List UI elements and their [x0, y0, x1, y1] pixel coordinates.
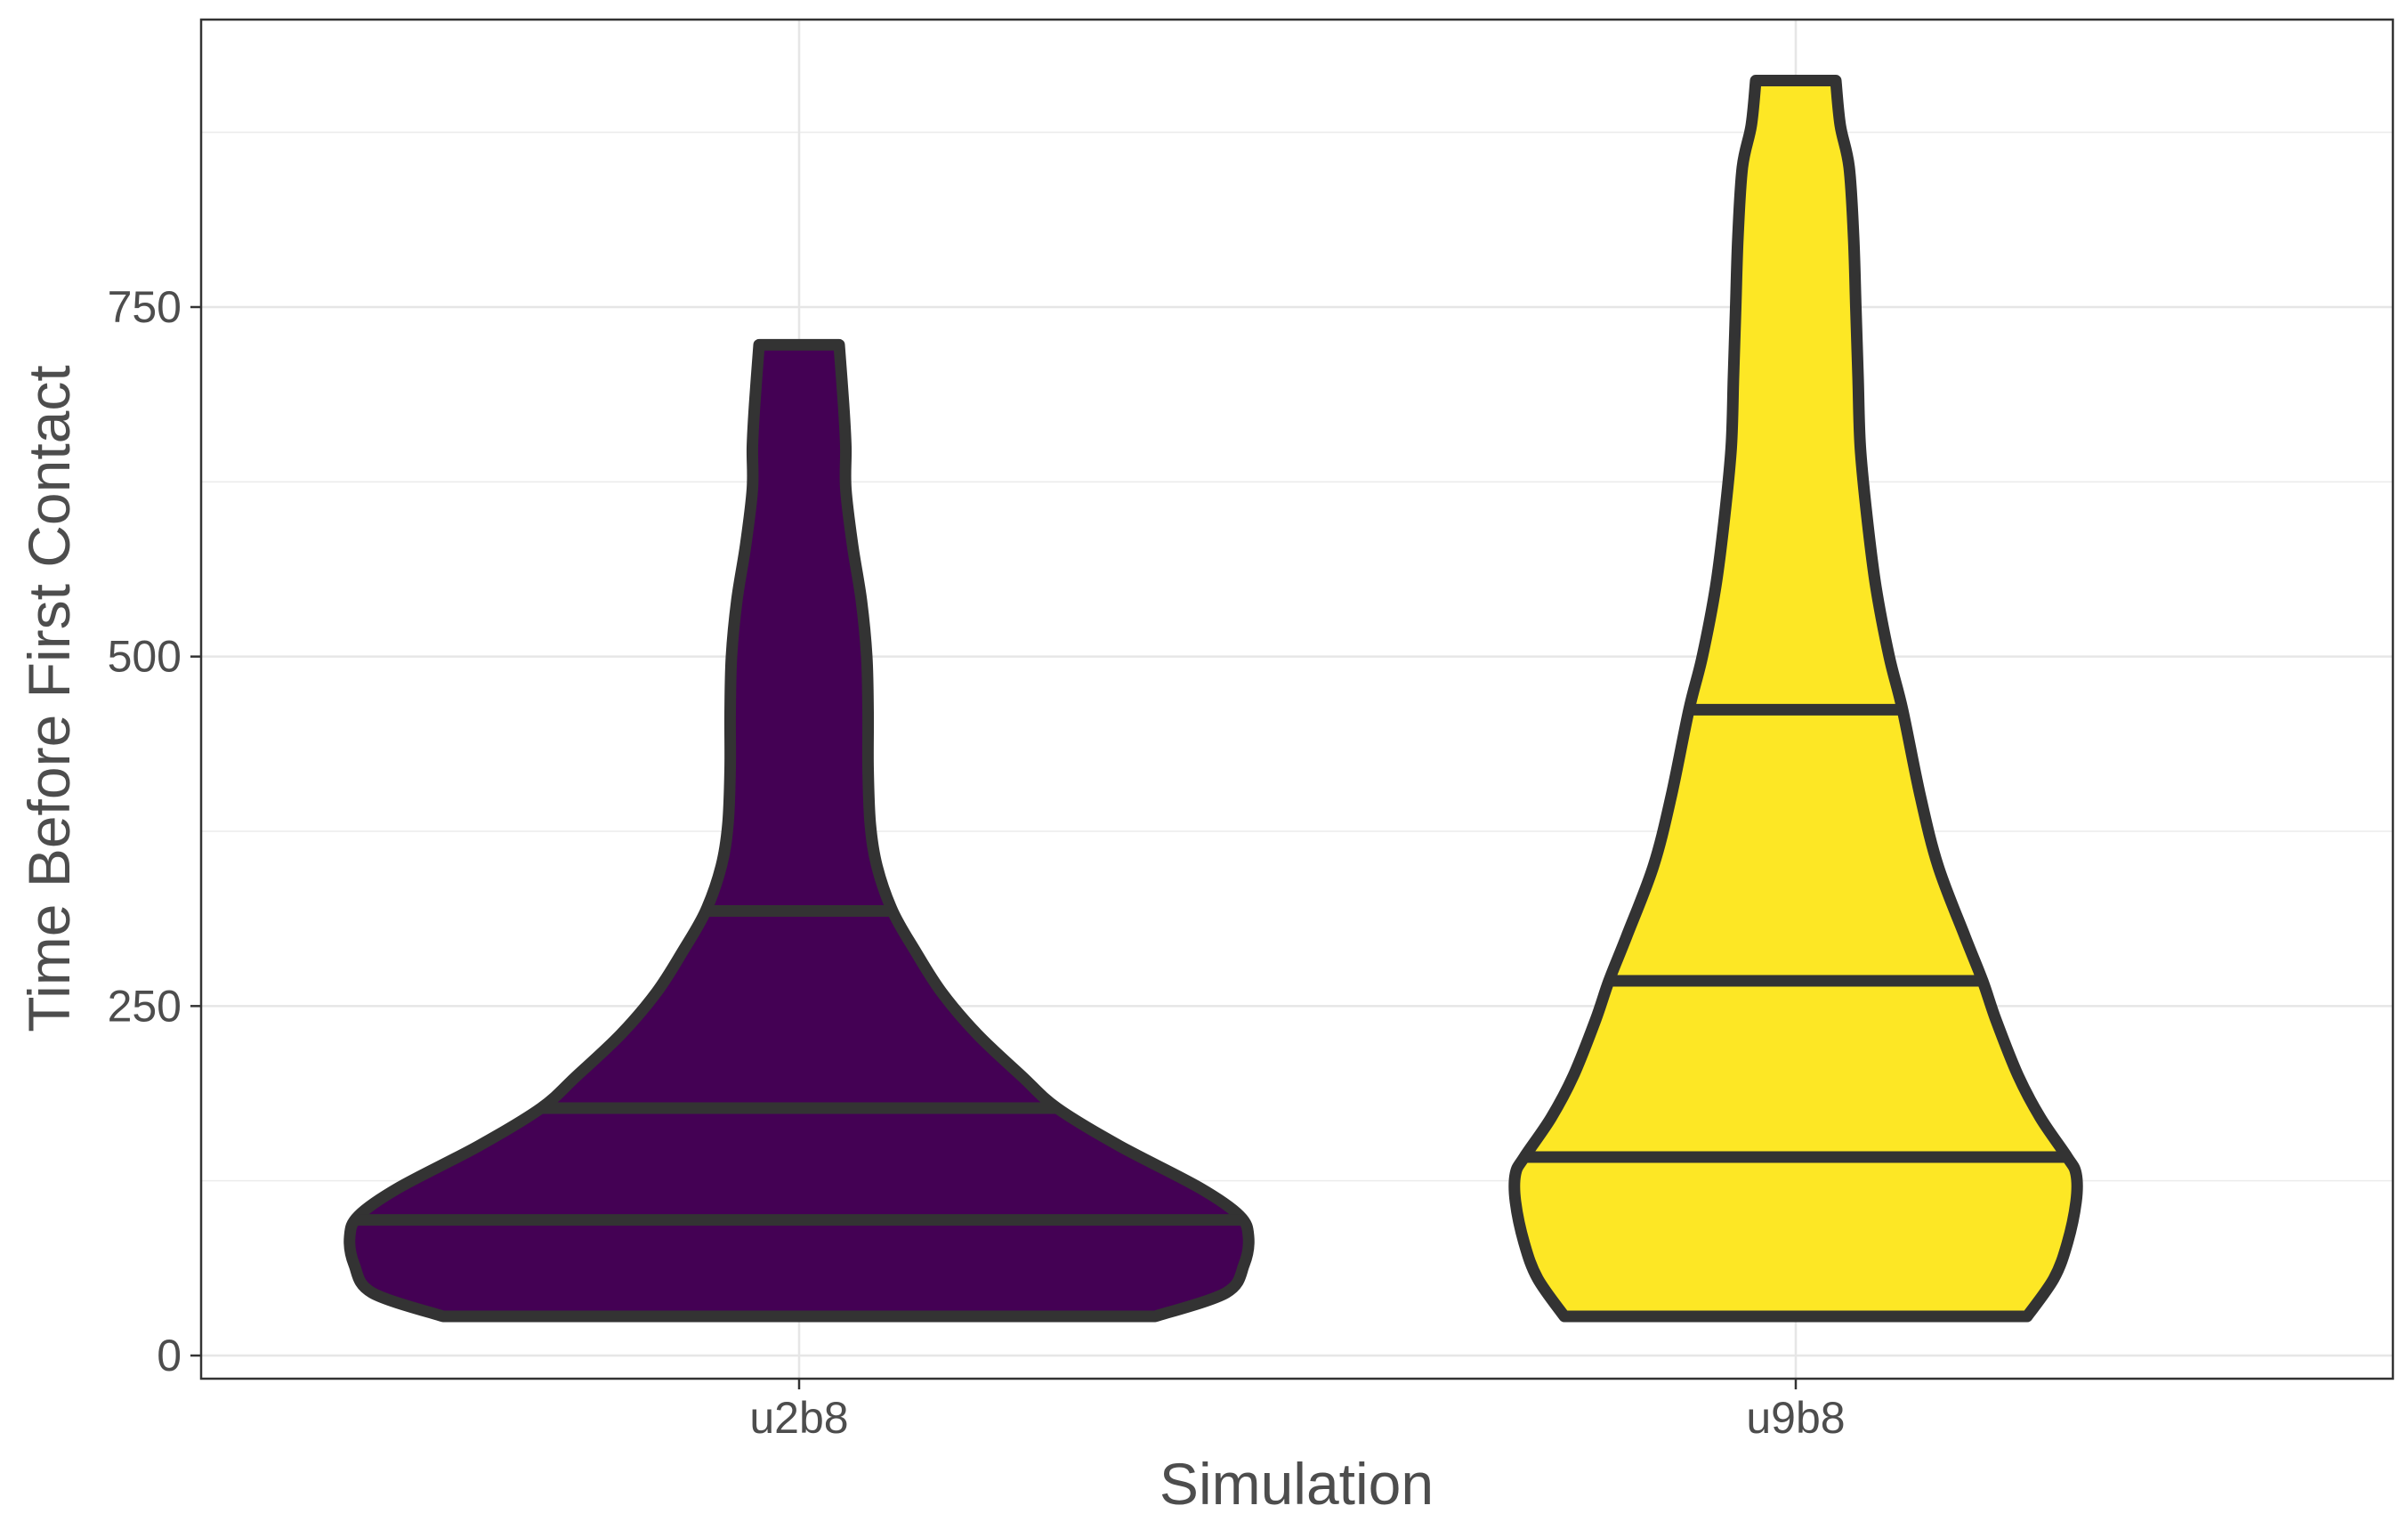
- x-axis-title: Simulation: [1160, 1451, 1434, 1517]
- y-axis: 0 250 500 750: [108, 282, 201, 1380]
- x-tick-label: u9b8: [1746, 1393, 1845, 1443]
- violins: [343, 75, 2083, 1323]
- x-axis: u2b8 u9b8: [749, 1379, 1846, 1443]
- violin-u9b8: [1508, 75, 2083, 1323]
- plot-panel-border: [199, 18, 2395, 1380]
- y-tick-label: 750: [108, 282, 182, 332]
- y-tick-label: 0: [157, 1331, 182, 1380]
- y-tick-label: 500: [108, 632, 182, 682]
- x-tick-label: u2b8: [749, 1393, 848, 1443]
- y-axis-title: Time Before First Contact: [16, 365, 82, 1032]
- y-tick-label: 250: [108, 981, 182, 1031]
